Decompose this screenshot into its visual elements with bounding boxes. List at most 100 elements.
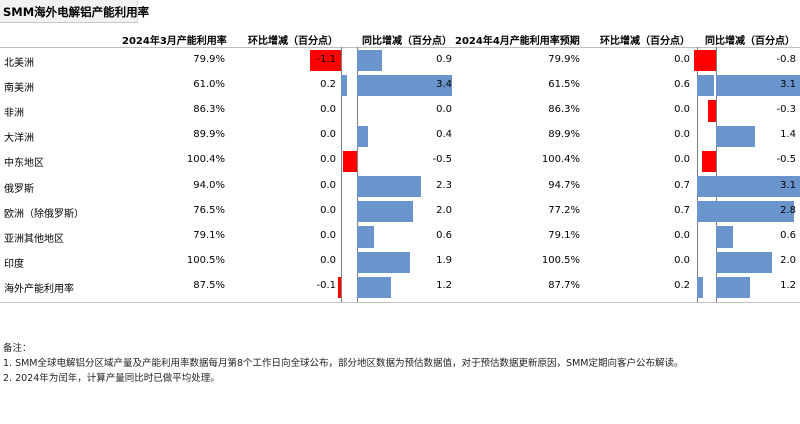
apr-yoy-bar: [716, 176, 800, 198]
apr-mom-label: 0.7: [674, 179, 690, 191]
mar-yoy-bar: [357, 75, 453, 97]
row-label: 非洲: [4, 108, 24, 119]
apr-yoy-bar: [716, 276, 750, 298]
apr-yoy-label: -0.5: [776, 154, 796, 166]
apr-yoy-bar: [716, 226, 733, 248]
apr-mom-label: 0.0: [674, 255, 690, 267]
apr-util-value: 61.5%: [548, 78, 580, 90]
row-label: 欧洲（除俄罗斯）: [4, 208, 84, 220]
note-1: 1. SMM全球电解铝分区域产量及产能利用率数据每月第8个工作日向全球公布，部分…: [3, 358, 684, 369]
header-mar-yoy: 同比增减（百分点）: [362, 36, 452, 47]
mar-mom-bar: [341, 75, 347, 97]
title-box: SMM海外电解铝产能利用率: [0, 0, 149, 23]
header-divider: [0, 47, 800, 48]
mar-yoy-bar: [343, 150, 357, 172]
mar-util-value: 89.9%: [193, 129, 225, 141]
mar-yoy-label: 0.9: [436, 53, 452, 65]
apr-mom-axis: [697, 47, 698, 302]
apr-yoy-label: 1.2: [780, 280, 796, 292]
header-apr-util: 2024年4月产能利用率预期: [455, 36, 580, 47]
apr-yoy-label: -0.8: [776, 53, 796, 65]
mar-yoy-label: 0.4: [436, 129, 452, 141]
mar-mom-bar: [338, 276, 341, 298]
row-label: 北美洲: [4, 57, 34, 69]
mar-util-value: 61.0%: [193, 78, 225, 90]
mar-yoy-label: 2.3: [436, 179, 452, 191]
row-label: 海外产能利用率: [4, 284, 74, 296]
mar-mom-label: 0.0: [320, 154, 336, 166]
mar-util-value: 76.5%: [193, 204, 225, 216]
apr-yoy-label: 2.8: [780, 204, 796, 216]
mar-util-value: 87.5%: [193, 280, 225, 292]
mar-yoy-label: 1.2: [436, 280, 452, 292]
note-2: 2. 2024年为闰年，计算产量同比时已做平均处理。: [3, 373, 220, 384]
mar-mom-label: -0.1: [316, 280, 336, 292]
apr-mom-label: 0.0: [674, 230, 690, 241]
mar-util-value: 86.3%: [193, 104, 225, 115]
apr-yoy-bar: [716, 201, 795, 223]
notes-heading: 备注：: [3, 343, 32, 354]
apr-yoy-bar: [702, 150, 716, 172]
mar-yoy-bar: [357, 251, 411, 273]
apr-mom-bar: [697, 176, 717, 198]
apr-yoy-label: 3.1: [780, 78, 796, 90]
mar-yoy-bar: [357, 50, 383, 72]
apr-util-value: 87.7%: [548, 280, 580, 292]
apr-util-value: 100.5%: [541, 255, 580, 267]
mar-mom-label: 0.0: [320, 129, 336, 141]
header-apr-yoy: 同比增减（百分点）: [705, 36, 795, 47]
apr-yoy-axis: [716, 47, 717, 302]
mar-util-value: 79.9%: [193, 53, 225, 65]
apr-yoy-label: 0.6: [780, 230, 796, 241]
mar-yoy-bar: [357, 125, 369, 147]
apr-util-value: 79.1%: [548, 230, 580, 241]
mar-yoy-bar: [357, 226, 374, 248]
mar-util-value: 100.5%: [186, 255, 225, 267]
mar-yoy-bar: [357, 176, 422, 198]
apr-mom-label: 0.6: [674, 78, 690, 90]
apr-util-value: 89.9%: [548, 129, 580, 141]
apr-yoy-label: 2.0: [780, 255, 796, 267]
apr-mom-label: 0.0: [674, 154, 690, 166]
apr-mom-bar: [697, 276, 703, 298]
mar-mom-bar: [310, 50, 341, 72]
row-label: 俄罗斯: [4, 183, 34, 195]
mar-mom-axis: [341, 47, 342, 302]
row-label: 印度: [4, 259, 24, 271]
mar-mom-label: 0.0: [320, 104, 336, 115]
mar-mom-label: 0.0: [320, 255, 336, 267]
apr-mom-label: 0.7: [674, 204, 690, 216]
apr-yoy-label: 3.1: [780, 179, 796, 191]
header-mar-mom: 环比增减（百分点）: [248, 36, 338, 47]
mar-mom-label: 0.0: [320, 179, 336, 191]
mar-yoy-label: 0.6: [436, 230, 452, 241]
apr-mom-bar: [697, 75, 714, 97]
mar-yoy-label: -0.5: [432, 154, 452, 166]
mar-mom-label: 0.0: [320, 230, 336, 241]
row-label: 亚洲其他地区: [4, 234, 64, 245]
row-label: 大洋洲: [4, 133, 34, 145]
apr-yoy-bar: [716, 75, 800, 97]
apr-util-value: 77.2%: [548, 204, 580, 216]
apr-yoy-label: 1.4: [780, 129, 796, 141]
mar-yoy-bar: [357, 276, 391, 298]
mar-yoy-label: 2.0: [436, 204, 452, 216]
apr-yoy-label: -0.3: [776, 104, 796, 115]
apr-mom-bar: [697, 201, 717, 223]
apr-util-value: 79.9%: [548, 53, 580, 65]
apr-mom-label: 0.0: [674, 104, 690, 115]
page-title: SMM海外电解铝产能利用率: [3, 5, 150, 19]
header-mar-util: 2024年3月产能利用率: [122, 36, 227, 47]
apr-mom-label: 0.0: [674, 53, 690, 65]
mar-mom-label: -1.1: [316, 53, 336, 65]
apr-util-value: 86.3%: [548, 104, 580, 115]
apr-util-value: 100.4%: [541, 154, 580, 166]
mar-util-value: 79.1%: [193, 230, 225, 241]
apr-mom-label: 0.2: [674, 280, 690, 292]
mar-yoy-axis: [357, 47, 358, 302]
mar-yoy-bar: [357, 201, 413, 223]
apr-util-value: 94.7%: [548, 179, 580, 191]
mar-yoy-label: 3.4: [436, 78, 452, 90]
mar-util-value: 100.4%: [186, 154, 225, 166]
apr-mom-label: 0.0: [674, 129, 690, 141]
